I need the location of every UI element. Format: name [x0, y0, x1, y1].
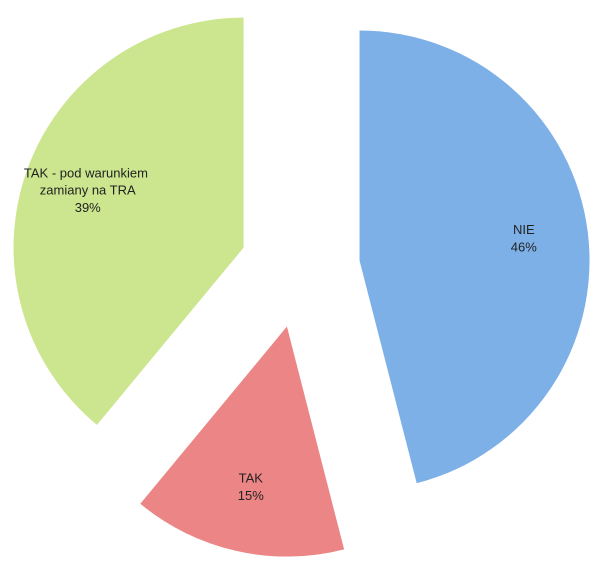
pie-slice — [13, 17, 244, 425]
slice-value-label: 46% — [511, 240, 537, 255]
slice-value-label: 15% — [238, 488, 264, 503]
slice-label: TAK - pod warunkiem zamiany na TRA — [24, 166, 152, 198]
slice-label: TAK — [239, 471, 264, 486]
pie-slice — [359, 30, 590, 484]
slice-value-label: 39% — [75, 200, 101, 215]
pie-slice — [140, 326, 345, 557]
slice-label: NIE — [513, 223, 535, 238]
